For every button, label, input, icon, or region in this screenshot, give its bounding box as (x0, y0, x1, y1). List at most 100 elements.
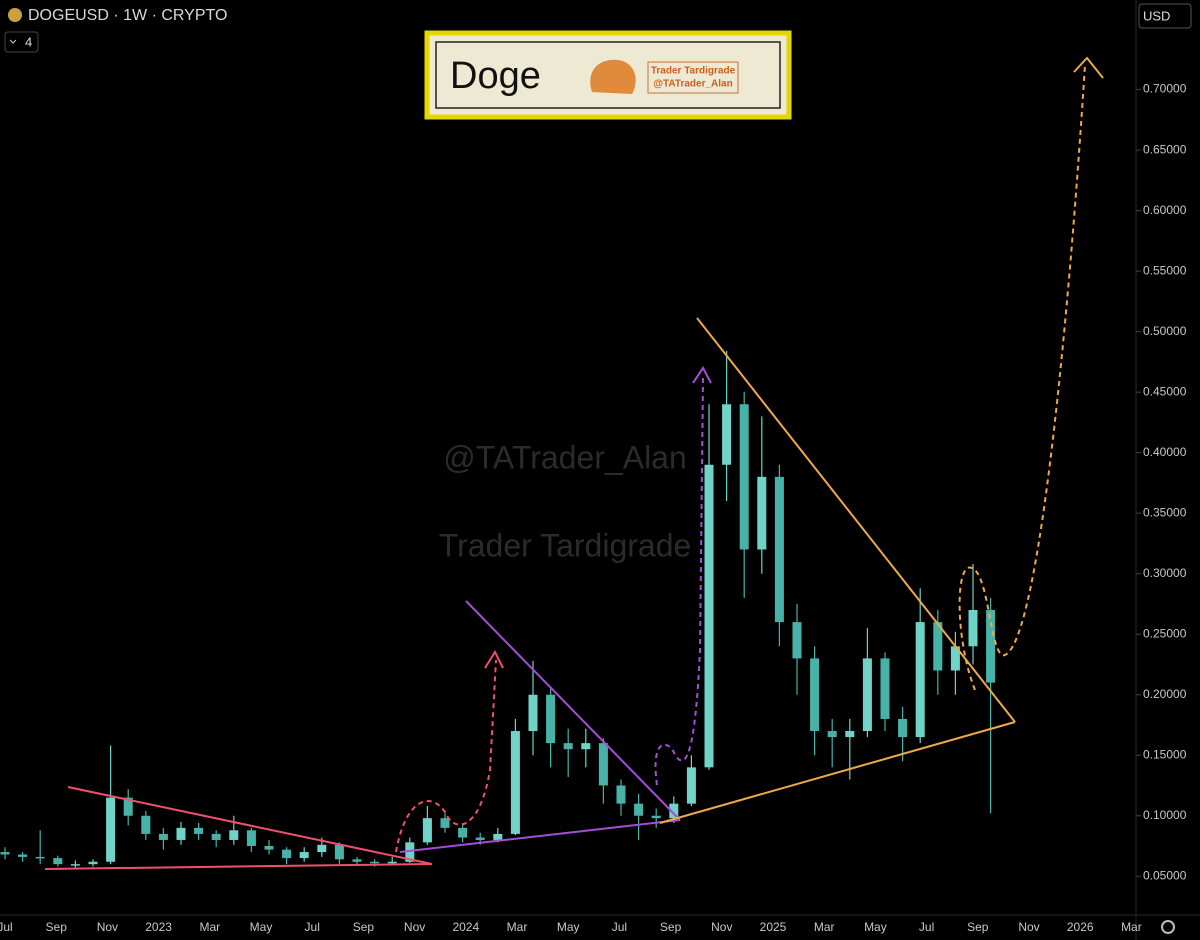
candle-body (194, 827, 204, 834)
candle-body (634, 803, 644, 816)
candle-body (493, 833, 503, 840)
author-box (647, 61, 739, 94)
candle-body (546, 694, 556, 744)
candle-body (422, 818, 432, 843)
chevron-icon (9, 39, 17, 44)
banner-inner-border (435, 41, 781, 109)
candle-body (563, 743, 573, 750)
candle-body (774, 476, 784, 623)
candle-body (18, 854, 28, 857)
candle-body (528, 694, 538, 732)
candle-body (968, 610, 978, 647)
x-tick-label: Mar (507, 920, 528, 934)
candle-body (106, 797, 116, 862)
projection-arrow (958, 64, 1086, 691)
candle-body (827, 731, 837, 738)
y-tick-label: 0.15000 (1143, 747, 1187, 761)
arrow-head (1073, 56, 1104, 79)
candle-body (141, 815, 151, 834)
x-tick-label: 2023 (145, 920, 172, 934)
x-tick-label: Nov (711, 920, 732, 934)
candle-body (845, 731, 855, 738)
candle-body (211, 833, 221, 840)
x-tick-label: Sep (46, 920, 68, 934)
y-tick-label: 0.25000 (1143, 626, 1187, 640)
candle-body (757, 476, 767, 550)
banner-handle: @TATrader_Alan (653, 79, 732, 90)
x-tick-label: Jul (0, 920, 13, 934)
candle-body (53, 858, 63, 865)
x-tick-label: Nov (97, 920, 118, 934)
x-tick-label: 2024 (452, 920, 479, 934)
logo-icon (590, 59, 636, 94)
x-tick-label: Sep (353, 920, 375, 934)
y-tick-label: 0.65000 (1143, 142, 1187, 156)
arrow-head (484, 649, 504, 669)
watermark: Trader Tardigrade (439, 527, 692, 563)
candle-body (598, 743, 608, 786)
candle-body (986, 610, 996, 683)
watermark: @TATrader_Alan (443, 439, 687, 475)
y-tick-label: 0.50000 (1143, 324, 1187, 338)
trend-line (399, 819, 681, 853)
x-tick-label: Jul (612, 920, 627, 934)
candle-body (88, 861, 98, 865)
candle-body (352, 859, 362, 862)
candle-body (317, 844, 327, 853)
candle-body (722, 404, 732, 465)
candle-body (616, 785, 626, 804)
symbol-title: DOGEUSD · 1W · CRYPTO (28, 7, 227, 24)
candle-body (282, 849, 292, 859)
x-tick-label: Jul (919, 920, 934, 934)
projection-arrow (654, 377, 704, 786)
currency-button[interactable] (1138, 3, 1192, 29)
candle-body (458, 827, 468, 838)
candle-body (246, 830, 256, 847)
y-tick-label: 0.05000 (1143, 868, 1187, 882)
trend-line (67, 786, 433, 865)
candle-body (915, 622, 925, 738)
projection-arrow (395, 659, 497, 853)
candle-body (651, 815, 661, 819)
trend-line (44, 863, 433, 870)
candle-body (862, 658, 872, 732)
y-tick-label: 0.45000 (1143, 384, 1187, 398)
candle-body (405, 842, 415, 862)
y-tick-label: 0.35000 (1143, 505, 1187, 519)
candle-body (510, 731, 520, 834)
candle-body (898, 718, 908, 738)
y-tick-label: 0.30000 (1143, 566, 1187, 580)
banner-author: Trader Tardigrade (651, 66, 736, 77)
x-tick-label: Jul (305, 920, 320, 934)
y-tick-label: 0.40000 (1143, 445, 1187, 459)
candle-body (176, 827, 186, 840)
settings-icon[interactable] (1161, 920, 1175, 934)
x-tick-label: Sep (660, 920, 682, 934)
candle-body (370, 861, 380, 864)
candle-body (264, 846, 274, 850)
x-tick-label: Nov (1018, 920, 1039, 934)
banner-title: Doge (450, 55, 541, 97)
x-tick-label: May (250, 920, 273, 934)
candle-body (810, 658, 820, 732)
annotations (44, 56, 1104, 870)
x-tick-label: Mar (199, 920, 220, 934)
candle-body (299, 852, 309, 859)
y-tick-label: 0.60000 (1143, 203, 1187, 217)
candle-body (933, 622, 943, 671)
y-tick-label: 0.10000 (1143, 808, 1187, 822)
coin-icon (8, 8, 22, 22)
x-tick-label: Nov (404, 920, 425, 934)
indicator-toggle[interactable] (4, 31, 39, 53)
trend-line (659, 721, 1016, 824)
indicator-count: 4 (25, 34, 32, 49)
candle-body (792, 622, 802, 659)
candle-body (70, 864, 80, 866)
candle-body (669, 803, 679, 819)
x-tick-label: 2025 (760, 920, 787, 934)
trend-line (696, 317, 1016, 723)
candle-body (35, 856, 45, 859)
candle-body (950, 646, 960, 671)
candle-body (686, 767, 696, 804)
